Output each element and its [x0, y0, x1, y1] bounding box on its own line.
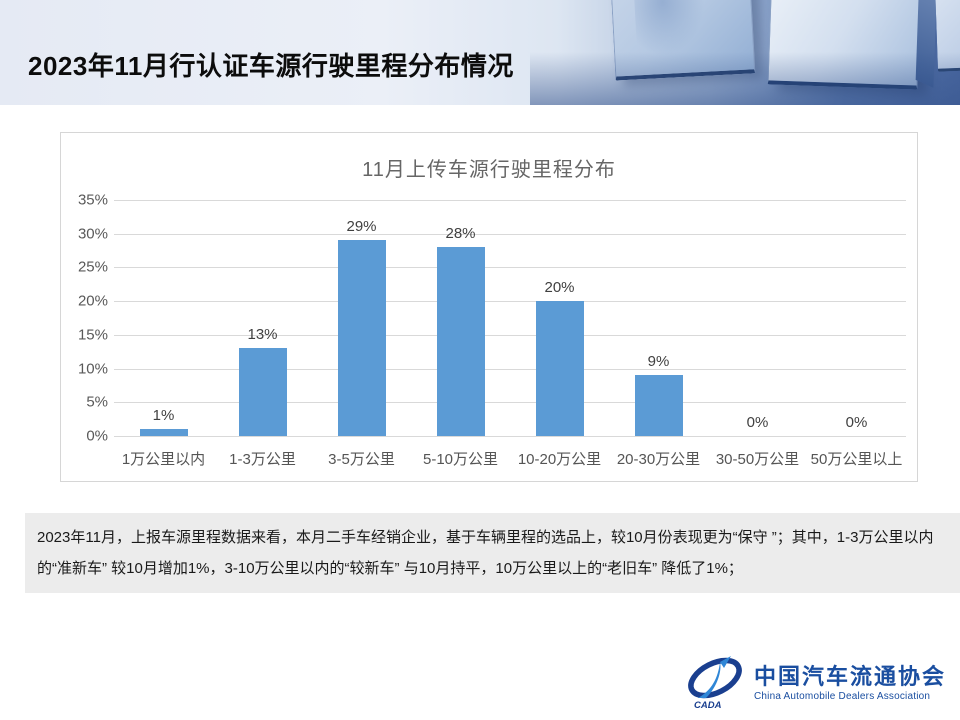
bar-value-label: 20% [544, 279, 575, 297]
x-axis-category-label: 5-10万公里 [422, 451, 499, 468]
bar-slot: 20% 10-20万公里 [510, 200, 609, 468]
bar-value-label: 0% [746, 414, 769, 431]
gridline [114, 233, 906, 235]
x-axis-category-label: 1万公里以内 [121, 451, 206, 468]
mileage-distribution-chart: 11月上传车源行驶里程分布 35% 30% 25% 20% 15% 10% 5% 0% 1% 1万… [60, 132, 918, 482]
gridline [114, 267, 906, 269]
bar-slot: 0% 30-50万公里 [708, 200, 807, 468]
bar [634, 375, 683, 436]
bar-slot: 0% 50万公里以上 [807, 200, 906, 468]
x-axis-category-label: 20-30万公里 [616, 451, 701, 468]
summary-textbox: 2023年11月，上报车源里程数据来看，本月二手车经销企业，基于车辆里程的选品上… [25, 513, 960, 593]
bar-slot: 29% 3-5万公里 [312, 200, 411, 468]
page-title: 2023年11月行认证车源行驶里程分布情况 [28, 51, 514, 81]
bar-value-label: 29% [346, 218, 377, 236]
bar [436, 247, 485, 436]
gridline [114, 301, 906, 303]
bar-slot: 13% 1-3万公里 [213, 200, 312, 468]
gridline [114, 402, 906, 404]
gridline [114, 436, 906, 437]
slide-header: 2023年11月行认证车源行驶里程分布情况 [0, 0, 960, 105]
bar-slot: 9% 20-30万公里 [609, 200, 708, 468]
x-axis-category-label: 3-5万公里 [328, 451, 395, 468]
cada-acronym: CADA [694, 700, 722, 711]
x-axis-category-label: 10-20万公里 [517, 451, 602, 468]
y-axis-tick-label: 25% [77, 258, 108, 276]
bar-value-label: 1% [152, 407, 175, 425]
y-axis-tick-label: 20% [77, 292, 108, 310]
bar-slot: 28% 5-10万公里 [411, 200, 510, 468]
y-axis-tick-label: 15% [77, 326, 108, 344]
bar-value-label: 13% [247, 326, 278, 344]
x-axis-category-label: 50万公里以上 [810, 451, 903, 468]
bar [238, 348, 287, 436]
org-name-cn: 中国汽车流通协会 [753, 663, 946, 689]
gridline [114, 368, 906, 370]
bar [139, 429, 188, 436]
y-axis-tick-label: 0% [86, 427, 108, 445]
y-axis-tick-label: 30% [77, 225, 108, 243]
bar [535, 301, 584, 436]
cada-logo-icon: CADA [688, 656, 742, 711]
org-name-en: China Automobile Dealers Association [753, 690, 931, 702]
plot-area: 35% 30% 25% 20% 15% 10% 5% 0% 1% 1万公里以内 13% 1-3万公里 2… [78, 192, 906, 468]
bar-slot: 1% 1万公里以内 [114, 200, 213, 468]
gridline [114, 200, 906, 201]
bar-value-label: 28% [445, 225, 476, 243]
x-axis-category-label: 1-3万公里 [229, 451, 296, 468]
decor-floor-shading [530, 52, 960, 105]
gridline [114, 334, 906, 336]
logo-text: 中国汽车流通协会 China Automobile Dealers Associ… [753, 663, 946, 702]
y-axis-tick-label: 35% [77, 191, 108, 209]
bar-value-label: 0% [845, 414, 868, 431]
summary-text: 2023年11月，上报车源里程数据来看，本月二手车经销企业，基于车辆里程的选品上… [37, 529, 934, 577]
y-axis-tick-label: 10% [77, 360, 108, 378]
bar-value-label: 9% [647, 353, 670, 371]
cada-logo: CADA 中国汽车流通协会 China Automobile Dealers A… [682, 654, 946, 712]
chart-title: 11月上传车源行驶里程分布 [362, 159, 616, 181]
x-axis-category-label: 30-50万公里 [715, 451, 800, 468]
y-axis-tick-label: 5% [86, 393, 108, 411]
bar [337, 240, 386, 436]
